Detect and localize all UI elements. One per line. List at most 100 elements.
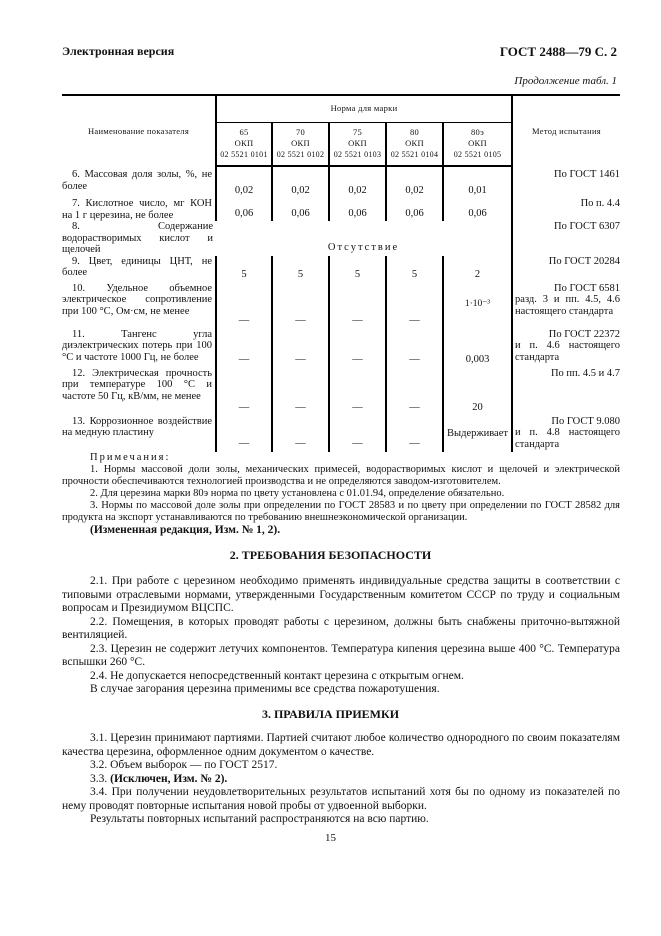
row-value: — (385, 282, 443, 329)
row-method: разд. 3 и пп. 4.5, 4.6 настоящего станда… (515, 294, 621, 317)
row-method: и п. 4.6 настоящего стандарта (515, 340, 621, 363)
page-number: 15 (325, 832, 336, 844)
mark-header: 80 ОКП 02 5521 0104 (385, 122, 443, 167)
mark-header: 75 ОКП 02 5521 0103 (328, 122, 386, 167)
row-method: По ГОСТ 6307 (554, 221, 621, 232)
row-method: По ГОСТ 1461 (554, 169, 621, 180)
mark-code: 02 5521 0102 (276, 150, 325, 160)
table-row: 9. Цвет, единицы ЦНТ, не более 5 5 5 5 2 По ГО… (62, 255, 621, 283)
row-value: 0,02 (215, 166, 272, 198)
col-method-header: Метод испытания (511, 94, 621, 166)
col-name-header: Наименование показателя (62, 94, 216, 166)
note-1: 1. Нормы массовой доли золы, механически… (62, 464, 620, 487)
para-3-1: 3.1. Церезин принимают партиями. Партией… (62, 732, 620, 758)
row-value: — (328, 328, 386, 368)
row-name: 8. Содержание водорастворимых кислот и щ… (62, 221, 213, 255)
row-value: — (215, 282, 272, 329)
row-method-head: По ГОСТ 9.080 (551, 415, 621, 427)
para-2-2: 2.2. Помещения, в которых проводят работ… (62, 615, 620, 642)
section-2-title: 2. ТРЕБОВАНИЯ БЕЗОПАСНОСТИ (229, 548, 432, 562)
row-value: — (385, 415, 443, 452)
row-value: 5 (215, 255, 272, 283)
para-2-3: 2.3. Церезин не содержит летучих компоне… (62, 642, 620, 669)
mark-mark: 75 (352, 127, 363, 138)
note-2: 2. Для церезина марки 80э норма по цвету… (90, 488, 505, 499)
row-method: По пп. 4.5 и 4.7 (550, 367, 621, 379)
row-value: — (328, 282, 386, 329)
row-name: 10. Удельное объемное электрическое сопр… (62, 282, 212, 317)
row-value: — (215, 415, 272, 452)
mark-okp: ОКП (405, 138, 424, 149)
mark-mark: 65 (239, 127, 249, 138)
mark-header: 65 ОКП 02 5521 0101 (215, 122, 272, 167)
row-name: 13. Коррозионное воздействие на медную п… (62, 415, 212, 439)
mark-okp: ОКП (468, 138, 487, 149)
row-value: 0,02 (271, 166, 329, 198)
row-method-head: По ГОСТ 6581 (554, 282, 621, 294)
mark-okp: ОКП (291, 138, 310, 149)
row-name: 9. Цвет, единицы ЦНТ, не более (62, 255, 212, 279)
row-value: 5 (271, 255, 329, 283)
table-row: 13. Коррозионное воздействие на медную п… (62, 415, 621, 452)
table-row: 6. Массовая доля золы, %, не более 0,02 0,… (62, 166, 621, 198)
row-value: — (271, 282, 329, 329)
mark-okp: ОКП (348, 138, 367, 149)
row-method-head: По ГОСТ 22372 (548, 328, 621, 340)
row-value: — (271, 328, 329, 368)
mark-mark: 80 (409, 127, 420, 138)
para-3-4: 3.4. При получении неудовлетворительных … (62, 786, 620, 812)
mark-code: 02 5521 0103 (333, 150, 382, 160)
para-2-4: 2.4. Не допускается непосредственный кон… (90, 669, 464, 682)
mark-header: 70 ОКП 02 5521 0102 (271, 122, 329, 167)
row-value: 5 (328, 255, 386, 283)
row-value: 0,06 (385, 198, 443, 221)
section-2-body: 2.1. При работе с церезином необходимо п… (62, 575, 620, 697)
mark-okp: ОКП (234, 138, 254, 149)
notes: Примечания: 1. Нормы массовой доли золы,… (62, 452, 620, 536)
row-value: 0,01 (441, 166, 513, 198)
para-3-3-excluded: (Исключен, Изм. № 2). (110, 772, 228, 785)
row-value: — (385, 328, 443, 368)
row-method: По ГОСТ 20284 (548, 255, 621, 267)
para-3-4b: Результаты повторных испытаний распростр… (90, 813, 429, 825)
row-value: — (328, 367, 386, 416)
para-2-4b: В случае загорания церезина применимы вс… (90, 683, 440, 695)
para-3-3: 3.3. (90, 772, 108, 785)
notes-edition: (Измененная редакция, Изм. № 1, 2). (90, 524, 281, 536)
row-method: По п. 4.4 (580, 198, 621, 209)
row-value: — (215, 328, 272, 368)
para-2-1: 2.1. При работе с церезином необходимо п… (62, 575, 620, 614)
row-value: 0,06 (441, 198, 513, 221)
row-name: 7. Кислотное число, мг КОН на 1 г церези… (62, 198, 212, 221)
row-name: 11. Тангенс угла диэлектрических потерь … (62, 328, 212, 363)
row-name: 6. Массовая доля золы, %, не более (62, 169, 212, 192)
row-value: — (271, 367, 329, 416)
row-value: 5 (385, 255, 443, 283)
row-value: 0,06 (328, 198, 386, 221)
row-value: — (385, 367, 443, 416)
mark-code: 02 5521 0105 (453, 150, 502, 160)
row-value: 0,003 (441, 328, 513, 368)
row-name: 12. Электрическая прочность при температ… (62, 367, 212, 402)
mark-mark: 70 (295, 127, 306, 138)
mark-header: 80э ОКП 02 5521 0105 (441, 122, 513, 167)
row-value: — (271, 415, 329, 452)
row-value: Выдерживает (441, 415, 513, 452)
spec-table: Наименование показателя Норма для марки … (62, 94, 621, 452)
mark-mark: 80э (470, 127, 485, 138)
row-method: и п. 4.8 настоящего стандарта (515, 427, 621, 450)
section-3-title: 3. ПРАВИЛА ПРИЕМКИ (261, 707, 400, 721)
row-value: 0,02 (328, 166, 386, 198)
table-row: 11. Тангенс угла диэлектрических потерь … (62, 328, 621, 368)
row-value: — (215, 367, 272, 416)
row-span-value: Отсутствие (327, 242, 400, 253)
mark-code: 02 5521 0104 (390, 150, 439, 160)
row-value: 0,02 (385, 166, 443, 198)
notes-title: Примечания: (90, 452, 171, 463)
table-row: 8. Содержание водорастворимых кислот и щ… (62, 221, 621, 256)
col-norm-header: Норма для марки (214, 94, 513, 123)
para-3-2: 3.2. Объем выборок — по ГОСТ 2517. (90, 759, 278, 771)
row-value: 0,06 (271, 198, 329, 221)
header-left: Электронная версия (62, 44, 175, 58)
table-row: 12. Электрическая прочность при температ… (62, 367, 621, 416)
